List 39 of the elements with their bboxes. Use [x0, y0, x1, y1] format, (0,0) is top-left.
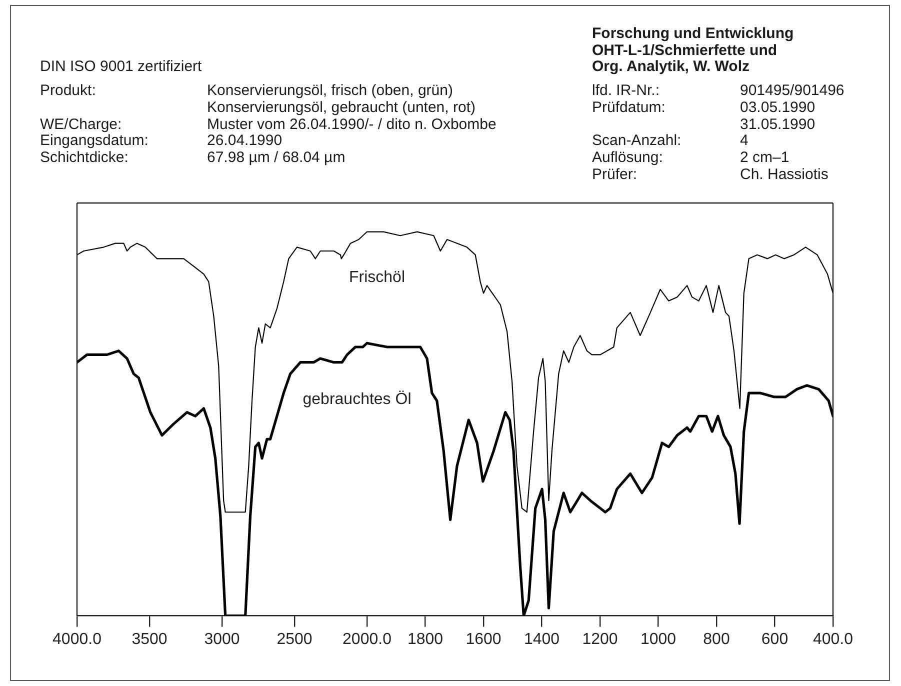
text: 4: [740, 132, 748, 149]
x-tick-label: 1400: [524, 630, 560, 648]
text: 26.04.1990: [207, 132, 282, 149]
text: Schichtdicke:: [40, 149, 128, 166]
x-tick-label: 2500: [276, 630, 312, 648]
text: 31.05.1990: [740, 116, 816, 133]
x-tick-label: 800: [703, 630, 730, 648]
x-tick-label: 1800: [407, 630, 444, 648]
text: Eingangsdatum:: [40, 132, 148, 149]
x-tick-label: 1000: [640, 630, 676, 648]
x-tick-label: 4000.0: [52, 630, 102, 648]
text: Scan-Anzahl:: [592, 132, 682, 149]
text: Prüfdatum:: [592, 99, 666, 116]
text: Forschung und Entwicklung: [592, 25, 794, 42]
text: WE/Charge:: [40, 116, 122, 133]
text: DIN ISO 9001 zertifiziert: [40, 58, 202, 75]
text: Auflösung:: [592, 149, 663, 166]
text: Frischöl: [348, 269, 406, 287]
text: Muster vom 26.04.1990/- / dito n. Oxbombe: [207, 116, 496, 133]
x-tick-label: 600: [761, 630, 788, 648]
text: Produkt:: [40, 82, 96, 99]
x-tick-label: 400.0: [812, 630, 854, 648]
text: lfd. IR-Nr.:: [592, 82, 660, 99]
text: OHT-L-1/Schmierfette und: [592, 42, 778, 59]
text: 2 cm–1: [740, 149, 790, 166]
x-tick-label: 3500: [132, 630, 168, 648]
x-tick-label: 2000.0: [342, 630, 392, 648]
text: 67.98 µm / 68.04 µm: [207, 149, 346, 166]
text: Org. Analytik, W. Wolz: [592, 58, 750, 75]
text: 03.05.1990: [740, 99, 816, 116]
text: Prüfer:: [592, 166, 638, 183]
text: Konservierungsöl, frisch (oben, grün): [207, 82, 453, 99]
text: Konservierungsöl, gebraucht (unten, rot): [207, 99, 476, 116]
text: Ch. Hassiotis: [740, 166, 828, 183]
x-tick-label: 1600: [466, 630, 502, 648]
series-label: gebrauchtes Öl: [302, 391, 412, 409]
x-tick-label: 1200: [582, 630, 618, 648]
x-tick-label: 3000: [204, 630, 240, 648]
text: 901495/901496: [740, 82, 844, 99]
